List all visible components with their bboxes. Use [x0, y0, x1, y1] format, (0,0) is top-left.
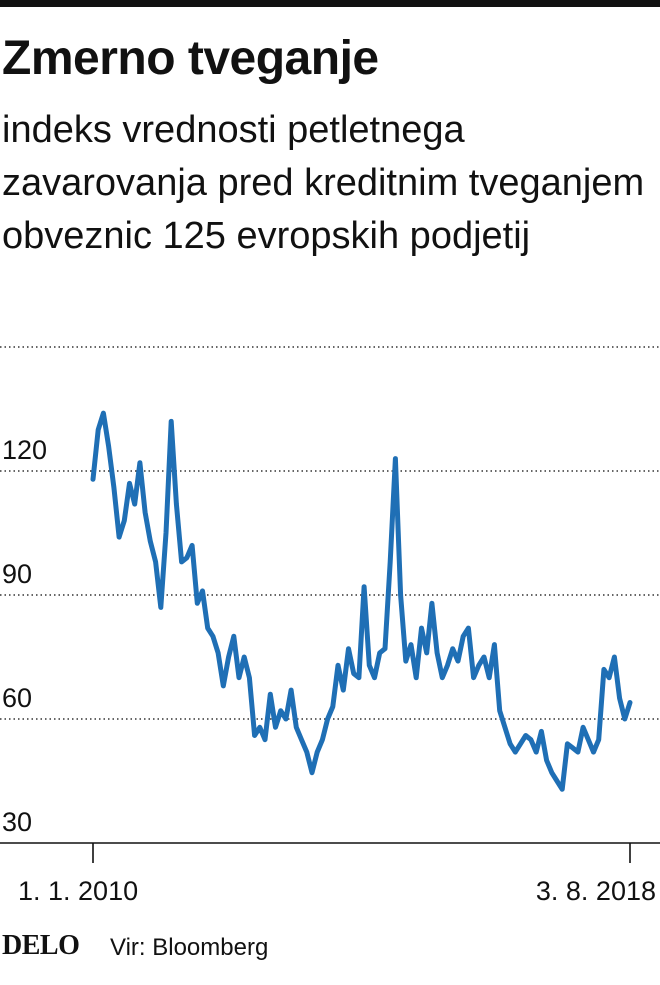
- line-chart: 30 60 90 120 1. 1. 2010 3. 8. 2018: [0, 346, 660, 906]
- y-tick-labels: 30 60 90 120: [2, 435, 47, 837]
- y-tick-label: 60: [2, 683, 32, 713]
- x-axis: 1. 1. 2010 3. 8. 2018: [0, 842, 660, 906]
- x-tick-label: 1. 1. 2010: [18, 876, 138, 906]
- delo-logo: DELO: [2, 930, 80, 961]
- grid-lines: [0, 346, 660, 720]
- series-layer: [90, 410, 633, 792]
- x-tick-label: 3. 8. 2018: [536, 876, 656, 906]
- footer: DELO Vir: Bloomberg: [0, 928, 660, 968]
- source-note: Vir: Bloomberg: [110, 934, 269, 961]
- y-tick-label: 120: [2, 435, 47, 465]
- top-rule: [0, 0, 660, 7]
- series-line: [90, 410, 633, 792]
- chart-subtitle: indeks vrednosti petletnega zavarovanja …: [2, 109, 645, 257]
- y-tick-label: 90: [2, 559, 32, 589]
- y-tick-label: 30: [2, 807, 32, 837]
- chart-title: Zmerno tveganje: [2, 32, 379, 85]
